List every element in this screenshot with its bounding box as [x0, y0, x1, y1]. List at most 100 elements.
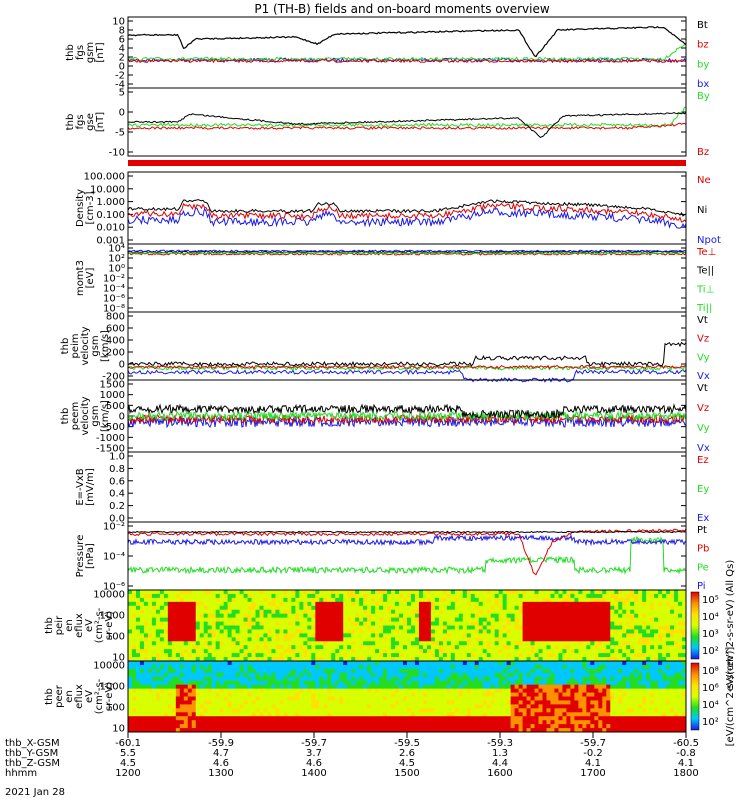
- spectrogram-cell: [434, 680, 440, 686]
- spectrogram-cell: [323, 605, 328, 611]
- spectrogram-cell: [255, 597, 260, 603]
- spectrogram-cell: [538, 668, 543, 674]
- spectrogram-cell: [434, 688, 440, 693]
- spectrogram-cell: [506, 668, 512, 674]
- spectrogram-cell: [215, 645, 221, 650]
- spectrogram-cell: [367, 653, 372, 658]
- spectrogram-cell: [554, 633, 559, 638]
- spectrogram-cell: [578, 653, 583, 658]
- spectrogram-cell: [678, 641, 683, 646]
- spectrogram-cell: [570, 704, 575, 709]
- spectrogram-cell: [135, 641, 141, 646]
- spectrogram-cell: [478, 637, 484, 642]
- spectrogram-cell: [263, 601, 268, 607]
- spectrogram-cell: [678, 597, 683, 603]
- spectrogram-cell: [566, 696, 571, 701]
- spectrogram-cell: [211, 597, 217, 603]
- spectrogram-cell: [590, 621, 595, 626]
- spectrogram-cell: [618, 629, 623, 634]
- spectrogram-cell: [163, 645, 169, 650]
- spectrogram-cell: [231, 641, 237, 646]
- spectrogram-cell: [438, 664, 444, 670]
- spectrogram-cell: [231, 672, 237, 678]
- spectrogram-cell: [410, 617, 416, 622]
- y-tick-label: 2: [119, 53, 125, 64]
- spectrogram-cell: [311, 641, 316, 646]
- spectrogram-cell: [494, 641, 500, 646]
- spectrogram-cell: [375, 668, 380, 674]
- spectrogram-cell: [490, 724, 496, 729]
- spectrogram-cell: [175, 672, 181, 678]
- spectrogram-cell: [159, 629, 165, 634]
- spectrogram-cell: [287, 664, 292, 670]
- spectrogram-cell: [251, 661, 256, 666]
- spectrogram-cell: [606, 657, 611, 662]
- spectrogram-cell: [450, 605, 456, 611]
- spectrogram-cell: [235, 613, 240, 619]
- spectrogram-cell: [410, 633, 416, 638]
- spectrogram-cell: [526, 696, 531, 701]
- spectrogram-cell: [466, 708, 472, 713]
- spectrogram-cell: [430, 645, 436, 650]
- spectrogram-cell: [351, 672, 356, 678]
- spectrogram-cell: [223, 637, 229, 642]
- spectrogram-cell: [490, 590, 496, 595]
- spectrogram-cell: [303, 708, 308, 713]
- y-axis-label: peim: [70, 333, 81, 358]
- spectrogram-cell: [554, 704, 559, 709]
- spectrogram-cell: [646, 641, 651, 646]
- spectrogram-cell: [606, 625, 611, 630]
- spectrogram-cell: [367, 672, 372, 678]
- y-tick-label: 0.8: [109, 464, 125, 475]
- spectrogram-cell: [602, 645, 607, 650]
- spectrogram-cell: [315, 621, 320, 626]
- spectrogram-cell: [287, 605, 292, 611]
- spectrogram-cell: [379, 601, 384, 607]
- spectrogram-cell: [295, 653, 300, 658]
- spectrogram-cell: [486, 672, 492, 678]
- spectrogram-cell: [582, 696, 587, 701]
- spectrogram-cell: [578, 720, 583, 725]
- spectrogram-cell: [239, 700, 244, 705]
- spectrogram-cell: [490, 716, 496, 721]
- spectrogram-cell: [135, 629, 141, 634]
- spectrogram-cell: [191, 597, 197, 603]
- spectrogram-cell: [542, 700, 547, 705]
- spectrogram-cell: [351, 704, 356, 709]
- spectrogram-cell: [422, 700, 428, 705]
- spectrogram-cell: [371, 645, 376, 650]
- spectrogram-cell: [618, 601, 623, 607]
- spectrogram-cell: [414, 613, 420, 619]
- spectrogram-cell: [307, 680, 312, 686]
- spectrogram-cell: [466, 649, 472, 654]
- spectrogram-cell: [371, 708, 376, 713]
- y-tick-label: 1000: [100, 390, 125, 401]
- spectrogram-cell: [407, 708, 412, 713]
- spectrogram-cell: [446, 597, 452, 603]
- spectrogram-cell: [558, 593, 563, 599]
- spectrogram-cell: [247, 653, 252, 658]
- spectrogram-cell: [574, 692, 579, 697]
- spectrogram-cell: [143, 692, 149, 697]
- spectrogram-cell: [339, 601, 344, 607]
- spectrogram-cell: [219, 605, 225, 611]
- spectrogram-cell: [486, 696, 492, 701]
- spectrogram-cell: [243, 629, 248, 634]
- spectrogram-cell: [191, 712, 197, 717]
- spectrogram-cell: [219, 688, 225, 693]
- spectrogram-cell: [311, 668, 316, 674]
- spectrogram-cell: [618, 641, 623, 646]
- spectrogram-cell: [363, 597, 368, 603]
- spectrogram-cell: [462, 661, 468, 666]
- spectrogram-cell: [526, 645, 531, 650]
- spectrogram-cell: [255, 672, 260, 678]
- spectrogram-cell: [295, 724, 300, 729]
- spectrogram-cell: [335, 661, 340, 666]
- spectrogram-cell: [147, 613, 153, 619]
- spectrogram-cell: [299, 700, 304, 705]
- spectrogram-cell: [163, 633, 169, 638]
- spectrogram-cell: [383, 637, 388, 642]
- spectrogram-cell: [562, 629, 567, 634]
- spectrogram-cell: [143, 645, 149, 650]
- spectrogram-cell: [195, 590, 201, 595]
